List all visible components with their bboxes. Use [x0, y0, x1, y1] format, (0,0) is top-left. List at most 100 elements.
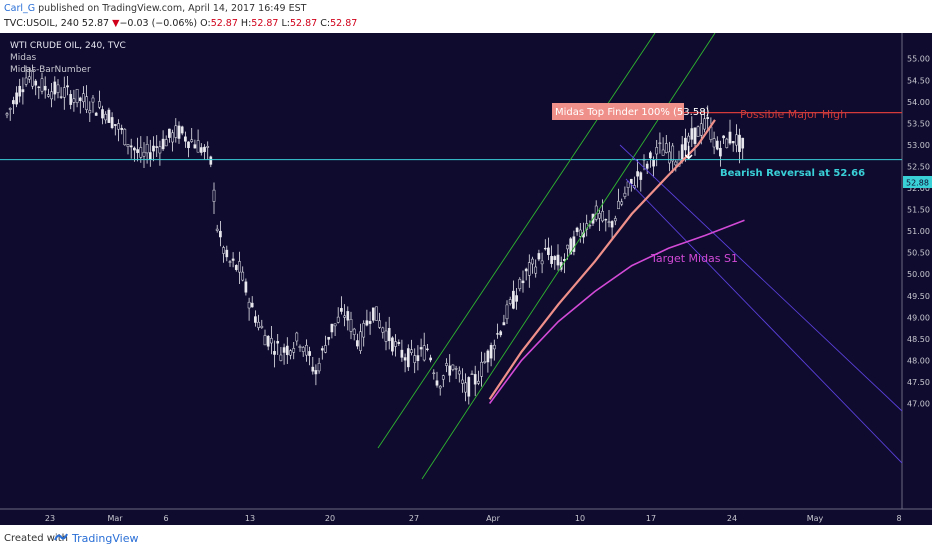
candle-body: [629, 178, 633, 184]
candle-body: [674, 161, 678, 166]
candle-body: [346, 311, 350, 321]
candle-body: [184, 136, 187, 142]
candle-body: [94, 112, 98, 116]
time-tick-label: 13: [245, 514, 255, 523]
candle-body: [356, 340, 359, 347]
ohlc-high-value: 52.87: [251, 18, 279, 29]
candle-body: [282, 347, 286, 353]
candle-body: [225, 249, 229, 258]
candle-body: [652, 159, 655, 167]
candle-body: [15, 92, 18, 105]
candle-body: [410, 349, 413, 353]
candle-body: [276, 341, 280, 344]
price-tick-label: 53.50: [907, 119, 930, 128]
candle-body: [531, 258, 534, 265]
ohlc-close-key: C:: [320, 18, 331, 29]
candle-body: [148, 152, 152, 160]
candle-body: [289, 350, 292, 356]
legend-indicator-midas[interactable]: Midas: [10, 53, 36, 63]
candle-body: [620, 201, 624, 205]
candle-body: [445, 363, 448, 366]
candle-body: [715, 140, 719, 150]
candle-body: [206, 146, 210, 148]
candle-body: [104, 113, 108, 121]
candle-body: [394, 341, 397, 347]
candle-body: [483, 361, 487, 363]
price-tick-label: 53.00: [907, 141, 930, 150]
candle-body: [527, 262, 531, 276]
candle-body: [687, 135, 690, 143]
price-chart[interactable]: 47.00 47.50 48.00 48.50 49.00 49.50 50.00 50.50…: [0, 33, 932, 525]
candle-body: [158, 146, 162, 154]
candle-body: [320, 348, 324, 351]
candle-body: [735, 134, 738, 146]
candle-body: [617, 200, 620, 210]
bearish-reversal-label: Bearish Reversal at 52.66: [720, 168, 865, 179]
candle-body: [43, 85, 47, 91]
author-link[interactable]: Carl_G: [4, 3, 36, 14]
symbol-label: TVC:USOIL, 240: [4, 18, 79, 29]
candle-body: [371, 307, 375, 321]
candle-body: [241, 271, 245, 281]
candle-body: [327, 336, 331, 340]
candle-body: [649, 152, 652, 159]
candle-body: [190, 139, 194, 142]
candle-body: [397, 342, 401, 344]
candle-body: [556, 254, 560, 266]
candle-body: [684, 137, 687, 151]
candle-body: [464, 382, 467, 393]
candle-body: [40, 78, 44, 92]
candle-body: [330, 323, 334, 333]
candle-body: [547, 247, 550, 255]
candle-body: [553, 256, 557, 260]
candle-body: [180, 126, 184, 134]
candle-body: [171, 132, 174, 143]
candle-body: [305, 345, 308, 356]
candle-body: [451, 364, 455, 370]
price-axis-background[interactable]: [902, 33, 932, 525]
candle-body: [247, 301, 251, 309]
price-tick-label: 47.00: [907, 400, 930, 409]
candle-body: [254, 316, 257, 323]
channel-upper-line: [377, 33, 656, 449]
candle-body: [53, 81, 57, 95]
candle-body: [250, 302, 254, 308]
time-tick-label: 20: [325, 514, 335, 523]
candle-body: [461, 379, 464, 384]
last-price-tag-text: 52.88: [906, 179, 929, 188]
candle-body: [72, 98, 76, 103]
candle-body: [378, 320, 381, 328]
candle-body: [257, 321, 260, 328]
candle-body: [113, 124, 117, 126]
candle-body: [537, 253, 541, 260]
candle-body: [333, 323, 337, 327]
candle-body: [499, 331, 503, 336]
last-price-tag: [903, 176, 932, 188]
tradingview-brand[interactable]: TradingView: [72, 532, 139, 545]
candle-body: [690, 128, 694, 140]
descending-channel-upper-line: [619, 144, 903, 412]
candle-body: [129, 145, 133, 148]
legend-indicator-midas-barnumber[interactable]: Midas-BarNumber: [10, 65, 91, 75]
candle-body: [639, 172, 643, 180]
candle-body: [492, 344, 496, 350]
candle-body: [655, 147, 659, 155]
candle-body: [308, 351, 311, 356]
candle-body: [12, 100, 15, 105]
time-tick-label: 27: [409, 514, 419, 523]
candle-body: [266, 335, 270, 347]
candle-body: [406, 348, 410, 368]
candle-body: [741, 137, 745, 149]
target-midas-s1-label: Target Midas S1: [650, 252, 738, 265]
candle-body: [381, 327, 385, 333]
candle-body: [123, 128, 127, 146]
candle-body: [298, 346, 302, 348]
candle-body: [518, 279, 522, 290]
candle-body: [480, 361, 483, 377]
time-tick-label: 17: [646, 514, 656, 523]
symbol-info-line: TVC:USOIL, 240 52.87 ▼−0.03 (−0.06%) O:5…: [4, 18, 357, 29]
tradingview-logo-icon: [54, 533, 68, 541]
midas-s1-curve: [488, 219, 745, 404]
candle-body: [301, 347, 305, 352]
candle-body: [706, 117, 710, 119]
